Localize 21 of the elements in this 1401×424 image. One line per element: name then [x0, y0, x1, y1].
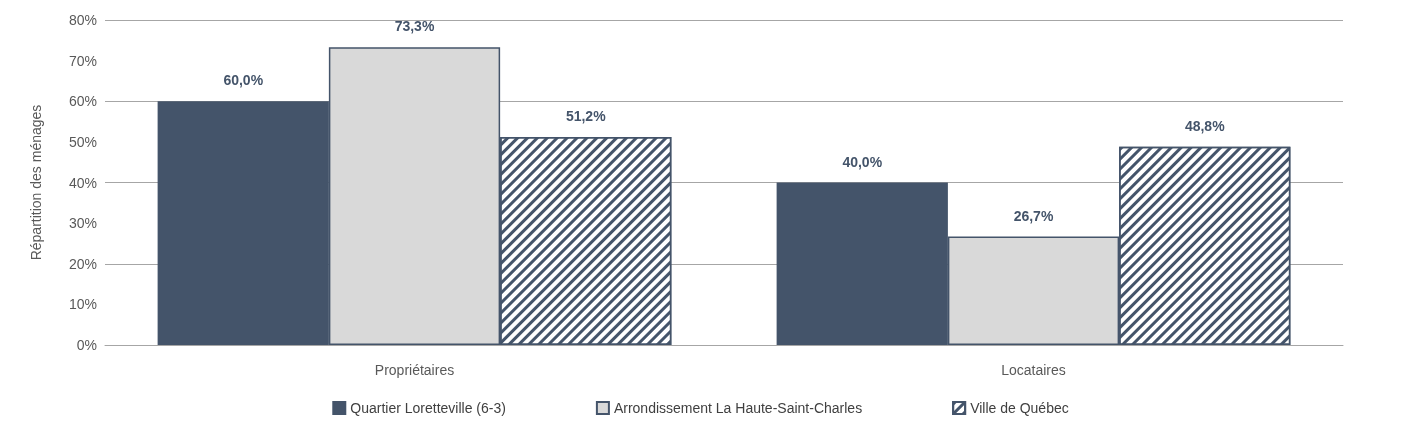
- y-axis-title: Répartition des ménages: [28, 104, 44, 261]
- y-tick-label: 60%: [68, 93, 97, 110]
- data-label: 73,3%: [394, 18, 435, 35]
- y-tick-label: 30%: [68, 215, 97, 232]
- y-tick-label: 40%: [68, 174, 97, 191]
- data-label: 51,2%: [565, 108, 607, 124]
- data-label: 60,0%: [223, 72, 264, 89]
- legend-label: Quartier Loretteville (6-3): [350, 400, 506, 416]
- y-tick-label: 10%: [68, 296, 97, 313]
- y-tick-label: 80%: [68, 12, 97, 28]
- data-label: 40,0%: [842, 153, 883, 170]
- legend-label: Arrondissement La Haute-Saint-Charles: [613, 400, 863, 416]
- legend-label: Ville de Québec: [970, 400, 1069, 416]
- data-label: 26,7%: [1013, 207, 1054, 224]
- y-tick-label: 20%: [68, 255, 97, 272]
- y-tick-label: 50%: [68, 133, 97, 150]
- x-tick-label: Locataires: [1001, 362, 1066, 378]
- y-tick-label: 0%: [76, 337, 97, 353]
- data-label: 48,8%: [1184, 117, 1226, 134]
- x-tick-label: Propriétaires: [374, 362, 455, 378]
- y-tick-label: 70%: [68, 52, 97, 69]
